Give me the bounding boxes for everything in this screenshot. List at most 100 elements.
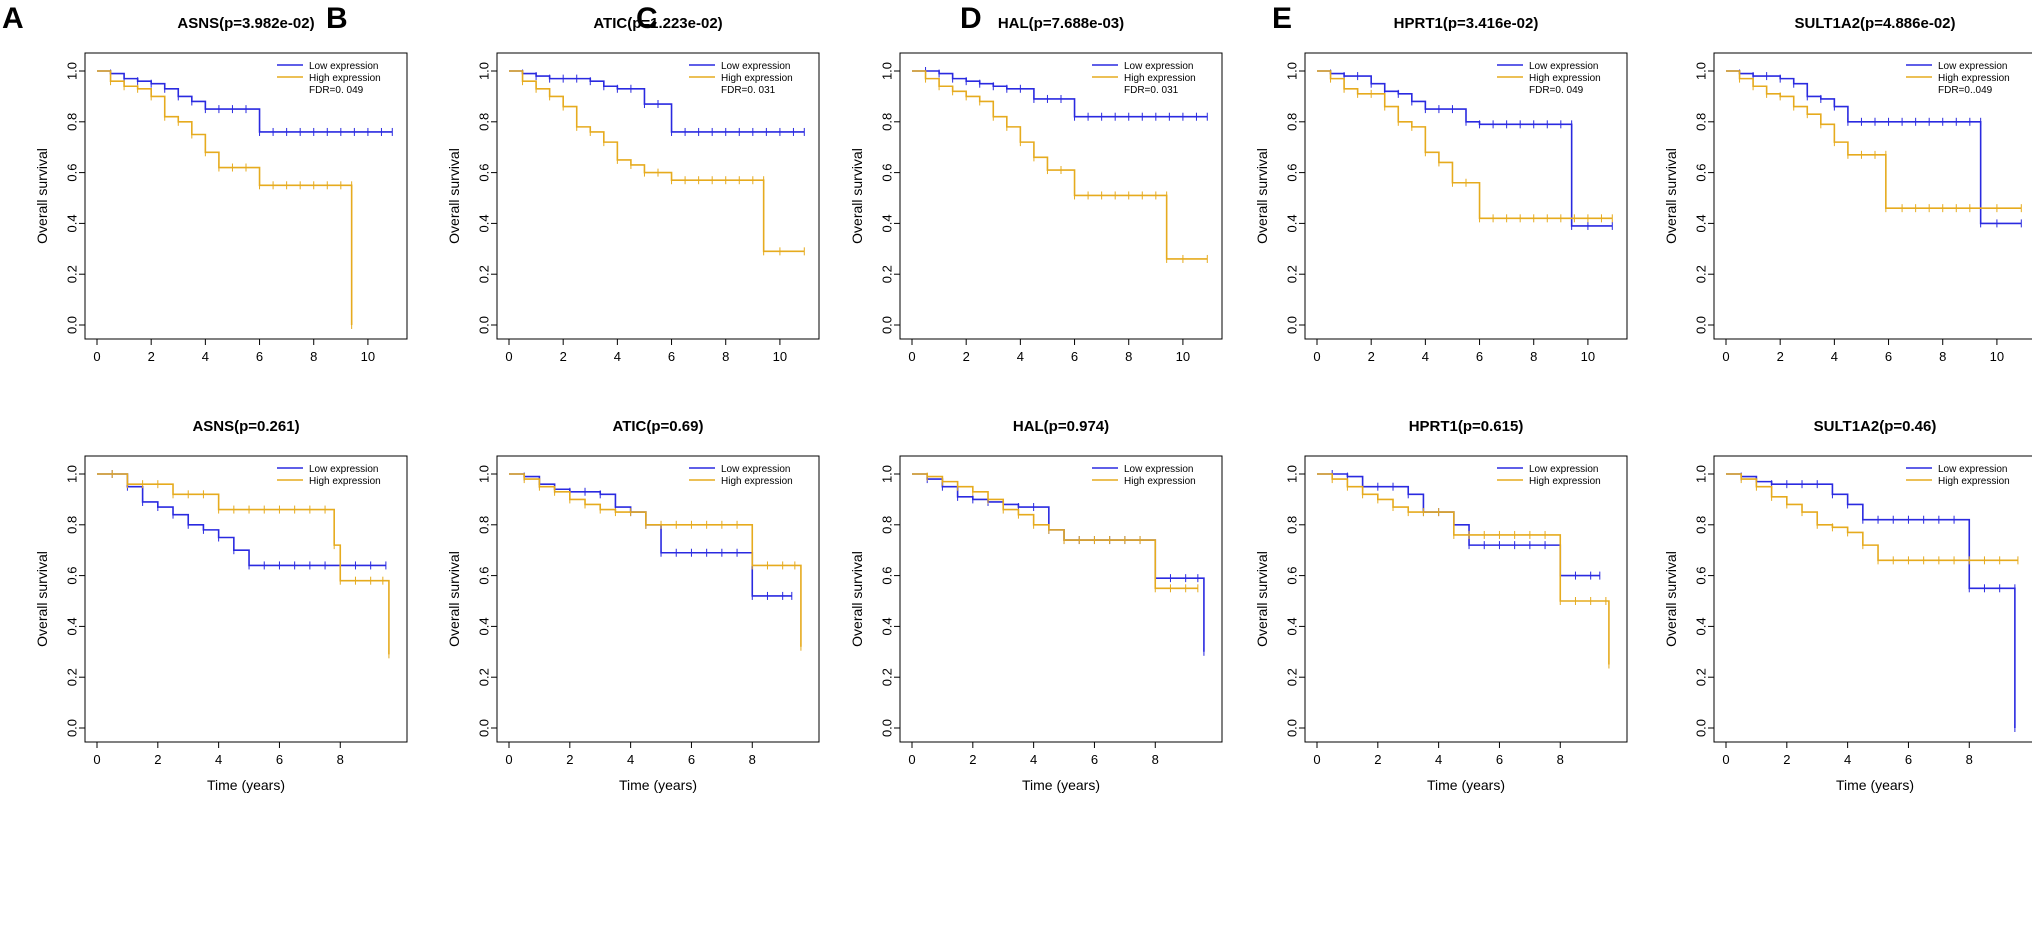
y-tick-label: 1.0 — [880, 62, 895, 80]
legend-label: Low expression — [1938, 61, 2007, 72]
x-tick-label: 10 — [773, 349, 787, 364]
legend-label: Low expression — [721, 464, 790, 475]
high-expression-curve — [912, 473, 1198, 590]
chart-title: ATIC(p=1.223e-02) — [593, 15, 722, 32]
y-tick-label: 1.0 — [1285, 62, 1300, 80]
x-tick-label: 2 — [969, 752, 976, 767]
x-tick-label: 2 — [1777, 349, 1784, 364]
y-axis-label: Overall survival — [1663, 148, 1679, 244]
y-tick-label: 0.4 — [65, 617, 80, 635]
x-tick-label: 0 — [1722, 349, 1729, 364]
x-tick-label: 0 — [93, 752, 100, 767]
x-tick-label: 2 — [963, 349, 970, 364]
x-tick-label: 10 — [1581, 349, 1595, 364]
x-axis-label: Time (years) — [1836, 777, 1914, 793]
panel-letter-d: D — [960, 2, 982, 35]
x-tick-label: 8 — [1966, 752, 1973, 767]
legend-label: Low expression — [309, 61, 378, 72]
y-tick-label: 0.0 — [880, 316, 895, 334]
x-tick-label: 8 — [1125, 349, 1132, 364]
panel-letter-b: B — [326, 2, 348, 35]
km-chart-4: HPRT1(p=3.416e-02) 0.0 0.2 0.4 0.6 0.8 1.0 Over… — [1254, 15, 1628, 364]
low-expression-curve — [1726, 473, 2016, 728]
km-chart-7: ATIC(p=0.69) 0.0 0.2 0.4 0.6 0.8 1.0 Overall su… — [446, 418, 820, 793]
x-tick-label: 10 — [1990, 349, 2004, 364]
x-tick-label: 2 — [148, 349, 155, 364]
x-tick-label: 4 — [627, 752, 634, 767]
x-axis-label: Time (years) — [1022, 777, 1100, 793]
x-tick-label: 4 — [1831, 349, 1838, 364]
x-tick-label: 4 — [1017, 349, 1024, 364]
x-tick-label: 4 — [614, 349, 621, 364]
y-tick-label: 0.8 — [1285, 113, 1300, 131]
legend-label: High expression — [1529, 476, 1601, 487]
legend-label: Low expression — [1938, 464, 2007, 475]
y-axis-label: Overall survival — [849, 148, 865, 244]
chart-title: ASNS(p=0.261) — [192, 418, 299, 435]
y-tick-label: 0.2 — [477, 668, 492, 686]
plot-frame — [496, 455, 820, 743]
legend-label: High expression — [721, 73, 793, 84]
y-tick-label: 0.4 — [477, 617, 492, 635]
y-tick-label: 0.0 — [65, 316, 80, 334]
plot-frame — [84, 52, 408, 340]
legend-label: Low expression — [309, 464, 378, 475]
km-chart-3: HAL(p=7.688e-03) 0.0 0.2 0.4 0.6 0.8 1.0 Overal… — [849, 15, 1223, 364]
y-tick-label: 0.4 — [880, 214, 895, 232]
y-axis-label: Overall survival — [34, 551, 50, 647]
y-tick-label: 0.6 — [1285, 164, 1300, 182]
km-chart-5: SULT1A2(p=4.886e-02) 0.0 0.2 0.4 0.6 0.8 1.0 Ov… — [1663, 15, 2032, 364]
x-tick-label: 6 — [1091, 752, 1098, 767]
x-tick-label: 0 — [908, 349, 915, 364]
x-tick-label: 2 — [1374, 752, 1381, 767]
plot-frame — [899, 52, 1223, 340]
y-tick-label: 0.6 — [880, 164, 895, 182]
x-tick-label: 0 — [93, 349, 100, 364]
x-axis-label: Time (years) — [207, 777, 285, 793]
chart-title: ATIC(p=0.69) — [613, 418, 704, 435]
x-tick-label: 4 — [1435, 752, 1442, 767]
x-tick-label: 4 — [1844, 752, 1851, 767]
x-tick-label: 8 — [1939, 349, 1946, 364]
y-axis-label: Overall survival — [1254, 148, 1270, 244]
y-tick-label: 1.0 — [65, 465, 80, 483]
x-tick-label: 10 — [361, 349, 375, 364]
x-tick-label: 6 — [1071, 349, 1078, 364]
legend-label: High expression — [1529, 73, 1601, 84]
legend-label: High expression — [1938, 73, 2010, 84]
y-tick-label: 0.2 — [477, 265, 492, 283]
x-tick-label: 2 — [1368, 349, 1375, 364]
plot-frame — [899, 455, 1223, 743]
x-tick-label: 4 — [1422, 349, 1429, 364]
y-tick-label: 0.2 — [1285, 668, 1300, 686]
fdr-annotation: FDR=0. 049 — [309, 85, 364, 96]
legend-label: High expression — [1124, 476, 1196, 487]
x-tick-label: 0 — [1313, 349, 1320, 364]
y-tick-label: 0.8 — [477, 516, 492, 534]
plot-frame — [496, 52, 820, 340]
chart-title: HAL(p=7.688e-03) — [998, 15, 1124, 32]
y-tick-label: 0.4 — [477, 214, 492, 232]
y-tick-label: 0.4 — [1694, 214, 1709, 232]
x-tick-label: 4 — [215, 752, 222, 767]
y-tick-label: 0.8 — [1694, 113, 1709, 131]
y-tick-label: 0.8 — [1285, 516, 1300, 534]
chart-title: SULT1A2(p=4.886e-02) — [1794, 15, 1955, 32]
y-tick-label: 1.0 — [477, 465, 492, 483]
plot-frame — [1304, 455, 1628, 743]
low-expression-curve — [1317, 473, 1600, 577]
y-tick-label: 0.2 — [1694, 265, 1709, 283]
legend-label: High expression — [309, 476, 381, 487]
plot-frame — [1713, 52, 2032, 340]
x-tick-label: 2 — [1783, 752, 1790, 767]
high-expression-curve — [509, 473, 802, 647]
x-tick-label: 6 — [1885, 349, 1892, 364]
x-tick-label: 4 — [202, 349, 209, 364]
legend-label: Low expression — [721, 61, 790, 72]
chart-title: HAL(p=0.974) — [1013, 418, 1109, 435]
x-tick-label: 8 — [749, 752, 756, 767]
x-tick-label: 8 — [1557, 752, 1564, 767]
panel-letter-c: C — [636, 2, 658, 35]
y-tick-label: 1.0 — [1694, 62, 1709, 80]
